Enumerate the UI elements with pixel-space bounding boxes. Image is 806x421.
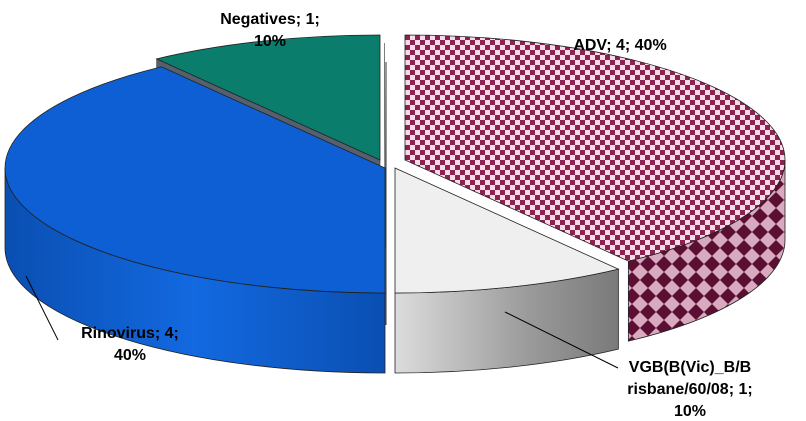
data-label-rinovirus: Rinovirus; 4; 40% bbox=[81, 325, 179, 364]
pie-slice-negatives bbox=[155, 34, 381, 161]
pie-slice-adv bbox=[404, 34, 786, 262]
data-label-negatives: Negatives; 1; 10% bbox=[220, 11, 320, 50]
data-label-adv: ADV; 4; 40% bbox=[573, 37, 666, 54]
data-label-vgb-b-vic-b-brisbane-60-08: VGB(B(Vic)_B/B risbane/60/08; 1; 10% bbox=[627, 359, 752, 420]
pie-slice-vgb-b-vic-b-brisbane-60-08 bbox=[394, 167, 620, 294]
leader-line-2 bbox=[25, 275, 59, 341]
leader-line-1 bbox=[504, 311, 619, 369]
pie-slice-rinovirus bbox=[4, 66, 386, 294]
